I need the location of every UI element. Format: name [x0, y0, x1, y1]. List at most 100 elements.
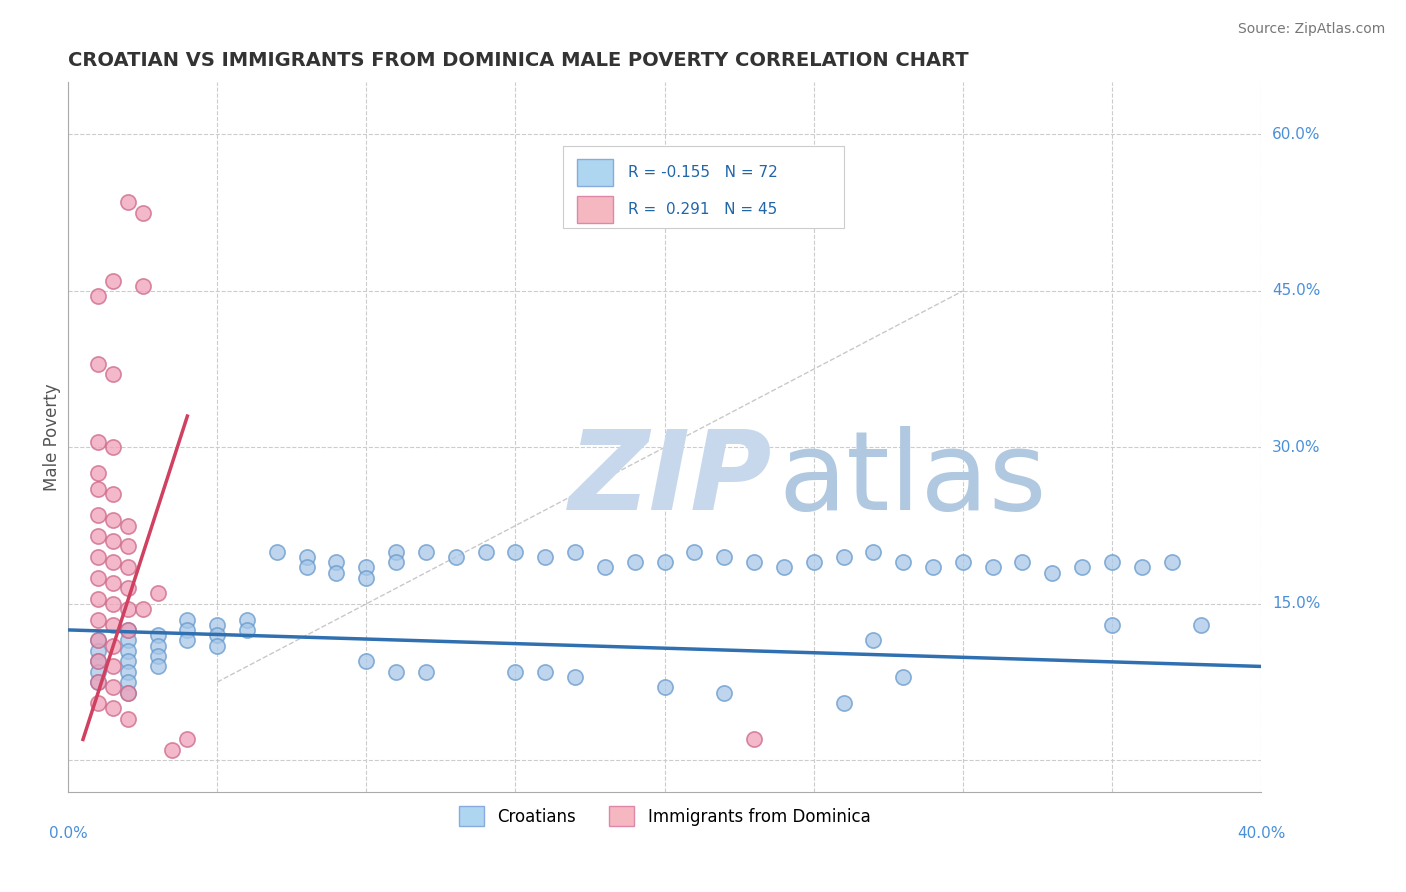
Point — [87, 508, 110, 523]
Point — [415, 545, 437, 559]
Point — [862, 633, 884, 648]
Point — [1130, 560, 1153, 574]
Point — [101, 701, 124, 715]
Point — [101, 368, 124, 382]
Text: 60.0%: 60.0% — [1272, 127, 1320, 142]
Point — [1101, 617, 1123, 632]
Point — [117, 685, 139, 699]
Point — [146, 586, 169, 600]
Point — [117, 602, 139, 616]
Point — [117, 644, 139, 658]
Point — [101, 555, 124, 569]
Point — [87, 613, 110, 627]
Point — [117, 633, 139, 648]
Point — [117, 675, 139, 690]
Point — [1040, 566, 1063, 580]
Point — [176, 633, 198, 648]
Point — [205, 628, 228, 642]
Point — [922, 560, 945, 574]
Point — [415, 665, 437, 679]
Point — [385, 555, 408, 569]
FancyBboxPatch shape — [564, 146, 844, 227]
Point — [87, 549, 110, 564]
Point — [101, 576, 124, 591]
Point — [952, 555, 974, 569]
Point — [87, 654, 110, 668]
Legend: Croatians, Immigrants from Dominica: Croatians, Immigrants from Dominica — [453, 799, 877, 833]
Point — [534, 665, 557, 679]
Text: ZIP: ZIP — [569, 426, 773, 533]
Text: atlas: atlas — [778, 426, 1046, 533]
Point — [236, 623, 259, 637]
Point — [87, 696, 110, 710]
Point — [444, 549, 467, 564]
Point — [101, 639, 124, 653]
Point — [117, 540, 139, 554]
Point — [87, 591, 110, 606]
Point — [683, 545, 706, 559]
FancyBboxPatch shape — [578, 196, 613, 223]
Point — [176, 623, 198, 637]
Point — [101, 681, 124, 695]
Point — [87, 357, 110, 371]
Point — [117, 685, 139, 699]
Text: 30.0%: 30.0% — [1272, 440, 1320, 455]
Point — [87, 665, 110, 679]
Point — [87, 675, 110, 690]
Point — [1011, 555, 1033, 569]
Point — [1071, 560, 1094, 574]
Point — [87, 633, 110, 648]
Text: CROATIAN VS IMMIGRANTS FROM DOMINICA MALE POVERTY CORRELATION CHART: CROATIAN VS IMMIGRANTS FROM DOMINICA MAL… — [67, 51, 969, 70]
Point — [101, 513, 124, 527]
Point — [176, 613, 198, 627]
Point — [87, 571, 110, 585]
Point — [356, 571, 378, 585]
Point — [101, 617, 124, 632]
Point — [803, 555, 825, 569]
Point — [713, 549, 735, 564]
FancyBboxPatch shape — [578, 159, 613, 186]
Point — [87, 644, 110, 658]
Point — [205, 639, 228, 653]
Point — [146, 628, 169, 642]
Point — [295, 560, 318, 574]
Point — [474, 545, 496, 559]
Point — [146, 648, 169, 663]
Point — [891, 555, 914, 569]
Point — [295, 549, 318, 564]
Point — [654, 681, 676, 695]
Point — [1101, 555, 1123, 569]
Point — [862, 545, 884, 559]
Point — [176, 732, 198, 747]
Point — [146, 659, 169, 673]
Point — [117, 518, 139, 533]
Text: R =  0.291   N = 45: R = 0.291 N = 45 — [627, 202, 778, 218]
Point — [505, 665, 527, 679]
Point — [1191, 617, 1213, 632]
Point — [385, 545, 408, 559]
Point — [534, 549, 557, 564]
Point — [325, 566, 347, 580]
Point — [325, 555, 347, 569]
Point — [623, 555, 645, 569]
Point — [131, 205, 153, 219]
Point — [117, 623, 139, 637]
Text: 40.0%: 40.0% — [1237, 826, 1285, 841]
Point — [356, 560, 378, 574]
Point — [101, 597, 124, 611]
Point — [87, 675, 110, 690]
Point — [117, 654, 139, 668]
Point — [564, 545, 586, 559]
Point — [593, 560, 616, 574]
Point — [1160, 555, 1182, 569]
Point — [891, 670, 914, 684]
Point — [146, 639, 169, 653]
Point — [131, 602, 153, 616]
Point — [101, 487, 124, 501]
Point — [117, 665, 139, 679]
Point — [713, 685, 735, 699]
Point — [981, 560, 1004, 574]
Point — [87, 482, 110, 496]
Point — [117, 195, 139, 210]
Text: 15.0%: 15.0% — [1272, 597, 1320, 611]
